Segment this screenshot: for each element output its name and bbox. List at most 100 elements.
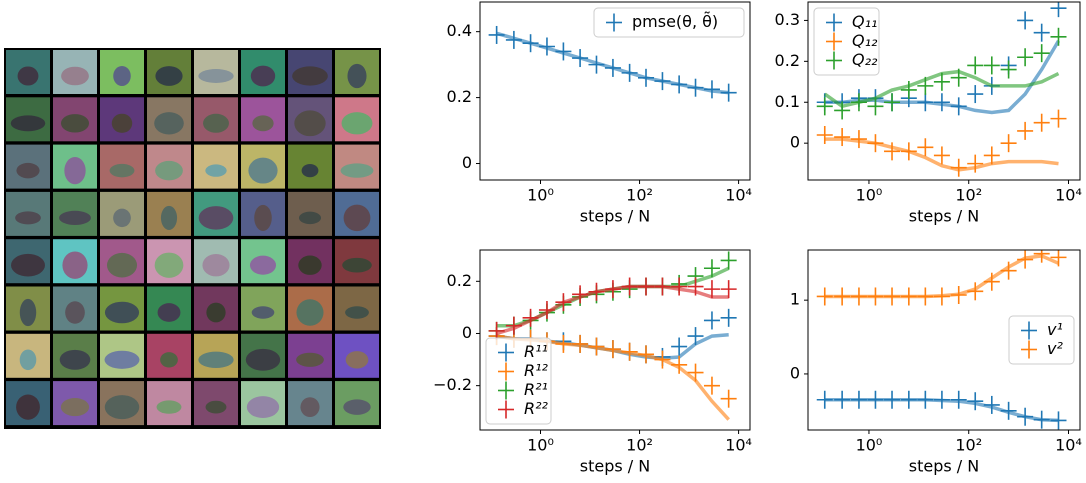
legend-label: R²¹ <box>524 380 548 399</box>
cross-marker <box>867 97 884 116</box>
cross-marker <box>505 316 522 335</box>
legend: pmse(θ, θ̃) <box>593 7 745 38</box>
cross-marker <box>1017 407 1034 426</box>
sample-object <box>160 205 178 230</box>
sample-object <box>298 211 322 225</box>
cross-marker <box>867 390 884 409</box>
cross-marker <box>967 392 984 411</box>
legend-label: v² <box>1047 339 1063 358</box>
sample-object <box>19 298 37 327</box>
sample-object <box>16 162 40 179</box>
cross-marker <box>555 334 572 353</box>
cross-marker <box>1033 23 1050 42</box>
cross-marker <box>687 363 704 382</box>
sample-object <box>59 349 91 370</box>
cross-marker <box>687 277 704 296</box>
sample-object <box>154 252 184 278</box>
sample-object <box>249 255 277 275</box>
cross-marker <box>720 251 737 270</box>
x-tick-label: 10² <box>955 186 982 205</box>
cross-marker <box>983 395 1000 414</box>
legend-box <box>485 337 552 425</box>
cross-marker <box>621 63 638 82</box>
x-tick-label: 10⁰ <box>527 436 554 455</box>
legend-label: R¹² <box>524 361 549 380</box>
cross-marker <box>687 78 704 97</box>
cross-marker <box>816 125 833 144</box>
cross-marker <box>604 340 621 359</box>
cross-marker <box>967 154 984 173</box>
cross-marker <box>1000 60 1017 79</box>
cross-marker <box>967 85 984 104</box>
sample-object <box>340 163 374 178</box>
sample-object <box>15 211 41 225</box>
sample-object <box>298 255 322 275</box>
legend-label: pmse(θ, θ̃) <box>632 12 718 31</box>
sample-object <box>111 113 133 133</box>
sample-object <box>254 204 272 231</box>
sample-object <box>345 306 369 319</box>
subplot: 0 0.2 0.4 10⁰ 10² 10⁴ steps / N pmse(θ, θ̃) <box>447 1 752 226</box>
cross-marker <box>933 146 950 165</box>
legend-box <box>1008 315 1075 365</box>
y-tick-label: 0 <box>462 323 472 342</box>
x-axis-label: steps / N <box>580 457 650 476</box>
cross-marker <box>1017 121 1034 140</box>
x-tick-label: 10⁴ <box>725 186 752 205</box>
cross-marker <box>538 37 555 56</box>
cross-marker <box>555 42 572 61</box>
cross-marker <box>638 277 655 296</box>
cross-marker <box>538 301 555 319</box>
cross-marker <box>1000 261 1017 280</box>
sample-object <box>113 66 131 86</box>
cross-marker <box>850 93 867 112</box>
y-tick-label: 0 <box>790 363 800 382</box>
cross-marker <box>604 280 621 299</box>
theory-line <box>824 137 1059 172</box>
legend-box <box>813 7 880 76</box>
cross-marker <box>588 337 605 356</box>
sample-object <box>296 299 324 326</box>
cross-marker <box>1050 250 1067 267</box>
sample-object <box>347 63 367 89</box>
sample-object <box>300 397 320 417</box>
legend-label: R¹¹ <box>524 342 548 361</box>
cross-marker <box>1017 48 1034 67</box>
x-tick-label: 10⁰ <box>856 436 883 455</box>
cross-marker <box>703 80 720 99</box>
cross-marker <box>572 285 589 304</box>
sample-grid <box>4 48 381 429</box>
y-tick-label: 0.3 <box>775 10 800 29</box>
cross-marker <box>983 272 1000 291</box>
sample-object <box>62 251 88 279</box>
cross-marker <box>522 34 539 53</box>
y-tick-label: 0.2 <box>775 51 800 70</box>
cross-marker <box>967 282 984 301</box>
cross-marker <box>1050 411 1067 430</box>
cross-marker <box>621 277 638 296</box>
y-tick-label: 0 <box>462 153 472 172</box>
cross-marker <box>900 80 917 99</box>
cross-marker <box>816 287 833 306</box>
cross-marker <box>522 308 539 327</box>
sample-object <box>60 114 90 133</box>
x-tick-label: 10⁴ <box>1055 186 1082 205</box>
cross-marker <box>834 128 851 147</box>
x-tick-label: 10² <box>626 436 653 455</box>
x-tick-label: 10⁰ <box>856 186 883 205</box>
cross-marker <box>850 287 867 306</box>
y-tick-label: 0.2 <box>447 87 472 106</box>
axes-frame <box>807 1 1081 181</box>
legend-label: Q₁₂ <box>852 31 878 50</box>
cross-marker <box>671 337 688 356</box>
legend-label: Q₁₁ <box>852 12 877 31</box>
cross-marker <box>850 130 867 149</box>
cross-marker <box>1050 27 1067 46</box>
cross-marker <box>1017 250 1034 269</box>
sample-object <box>109 163 135 178</box>
y-tick-label: 1 <box>790 290 800 309</box>
sample-object <box>104 395 140 420</box>
sample-object <box>11 253 45 277</box>
sample-object <box>156 400 182 414</box>
